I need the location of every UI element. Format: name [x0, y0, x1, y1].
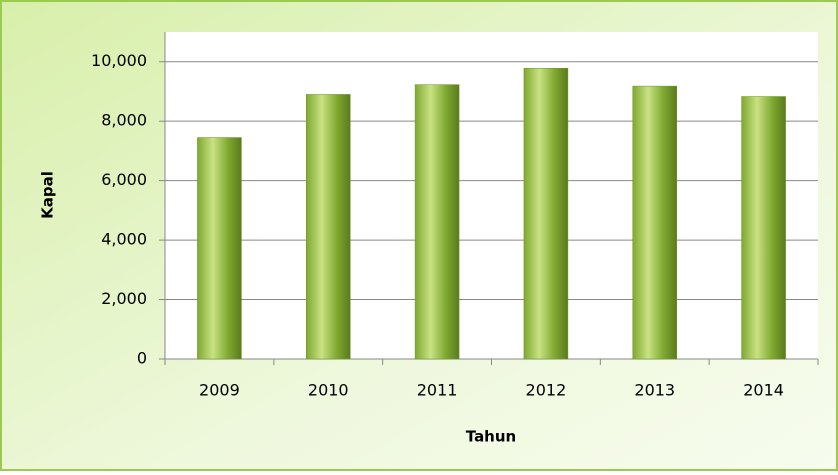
- bar: [414, 84, 460, 360]
- y-tick-label: 8,000: [101, 111, 147, 130]
- bar: [197, 137, 242, 360]
- x-tick-label: 2013: [634, 381, 675, 400]
- x-tick-label: 2009: [199, 381, 240, 400]
- y-axis-title: Kapal: [39, 171, 57, 219]
- plot-area: [165, 32, 818, 359]
- bar: [632, 85, 677, 360]
- y-tick-label: 0: [137, 349, 147, 368]
- x-tick-label: 2014: [743, 381, 784, 400]
- y-tick-label: 2,000: [101, 289, 147, 308]
- bar: [523, 68, 569, 360]
- x-tick-label: 2010: [308, 381, 349, 400]
- bar: [306, 94, 351, 360]
- y-tick-label: 4,000: [101, 230, 147, 249]
- x-axis-title: Tahun: [466, 428, 516, 446]
- y-tick-label: 6,000: [101, 170, 147, 189]
- bar: [741, 96, 786, 360]
- y-tick-label: 10,000: [91, 51, 147, 70]
- x-tick-label: 2011: [417, 381, 458, 400]
- x-tick-label: 2012: [526, 381, 567, 400]
